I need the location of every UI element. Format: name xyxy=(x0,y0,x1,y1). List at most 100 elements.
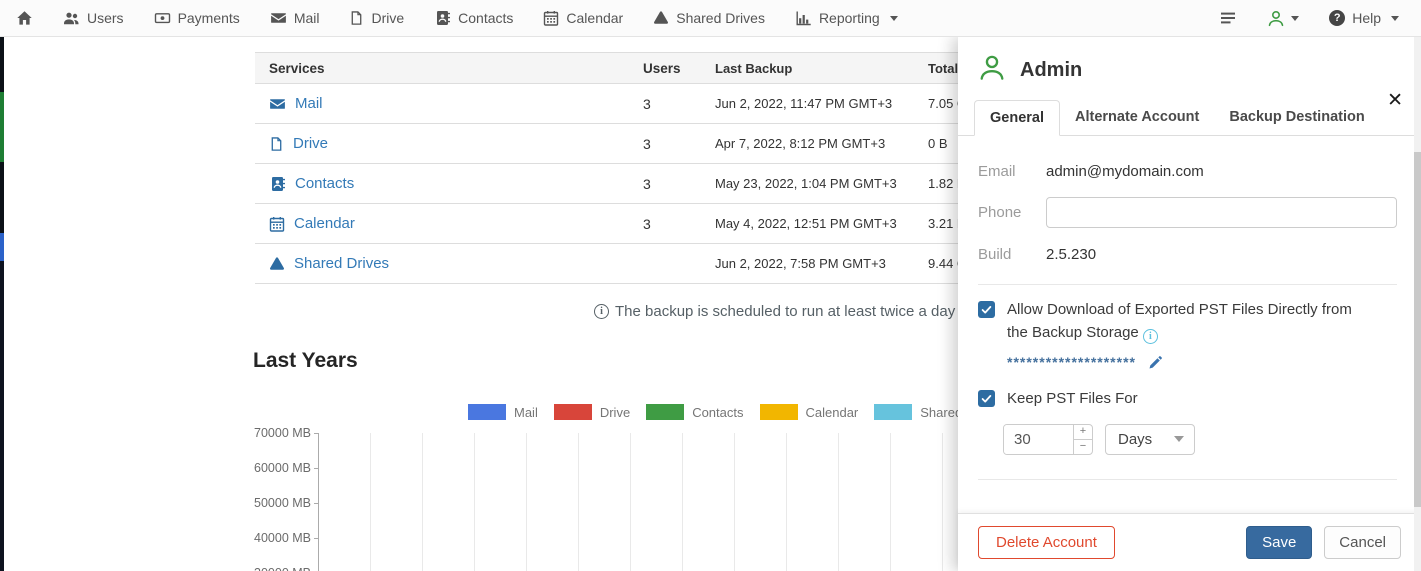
account-person-icon xyxy=(1267,10,1285,27)
info-icon[interactable]: i xyxy=(1142,328,1158,344)
tab-backup-destination[interactable]: Backup Destination xyxy=(1229,109,1365,125)
navbar-right: ? Help xyxy=(1219,10,1399,27)
nav-home[interactable] xyxy=(16,10,33,26)
cell-last-backup: Jun 2, 2022, 11:47 PM GMT+3 xyxy=(715,96,893,111)
drive-icon xyxy=(269,136,284,152)
cancel-button[interactable]: Cancel xyxy=(1324,526,1401,559)
y-axis-tick xyxy=(314,468,318,469)
nav-mail[interactable]: Mail xyxy=(270,10,320,26)
legend-item-calendar: Calendar xyxy=(759,404,858,420)
nav-help-label: Help xyxy=(1352,10,1381,26)
cell-last-backup: May 4, 2022, 12:51 PM GMT+3 xyxy=(715,216,897,231)
build-label: Build xyxy=(978,245,1012,263)
build-row: Build 2.5.230 xyxy=(978,239,1397,269)
service-link-mail[interactable]: Mail xyxy=(295,95,323,112)
increment-button[interactable]: + xyxy=(1074,425,1092,440)
service-link-contacts[interactable]: Contacts xyxy=(295,175,355,192)
nav-users[interactable]: Users xyxy=(63,10,124,26)
keep-pst-label: Keep PST Files For xyxy=(1007,390,1138,407)
email-label: Email xyxy=(978,162,1016,180)
mail-icon xyxy=(270,10,287,26)
admin-account-panel: Admin ✕ General Alternate Account Backup… xyxy=(958,37,1421,571)
close-icon[interactable]: ✕ xyxy=(1387,90,1403,111)
nav-users-label: Users xyxy=(87,10,124,26)
nav-reporting[interactable]: Reporting xyxy=(795,10,898,26)
keep-days-input[interactable] xyxy=(1004,424,1073,454)
info-icon: i xyxy=(594,304,609,319)
nav-shared-drives[interactable]: Shared Drives xyxy=(653,10,765,26)
desktop-edge-sliver xyxy=(0,37,4,571)
divider xyxy=(978,284,1397,285)
y-tick-label: 70000 MB xyxy=(254,426,311,440)
build-value: 2.5.230 xyxy=(1046,245,1097,263)
cell-total: 0 B xyxy=(928,136,948,151)
legend-swatch-calendar xyxy=(759,404,798,420)
mail-icon xyxy=(269,96,286,112)
cell-last-backup: Jun 2, 2022, 7:58 PM GMT+3 xyxy=(715,256,886,271)
chart-legend: Mail Drive Contacts Calendar Shared Driv… xyxy=(468,404,1003,420)
nav-drive[interactable]: Drive xyxy=(349,10,404,26)
cell-users: 3 xyxy=(643,95,651,112)
table-row-drive: Drive 3 Apr 7, 2022, 8:12 PM GMT+3 0 B xyxy=(255,124,1275,164)
shared-drives-icon xyxy=(653,10,669,26)
legend-item-contacts: Contacts xyxy=(646,404,744,420)
allow-download-checkbox[interactable] xyxy=(978,301,995,318)
decrement-button[interactable]: − xyxy=(1079,440,1087,452)
chevron-down-icon xyxy=(1174,436,1184,442)
y-axis-tick xyxy=(314,538,318,539)
panel-scrollbar-thumb[interactable] xyxy=(1414,152,1421,507)
edit-pencil-icon[interactable] xyxy=(1148,355,1163,370)
cell-users: 3 xyxy=(643,175,651,192)
nav-account-menu[interactable] xyxy=(1267,10,1300,27)
nav-reporting-label: Reporting xyxy=(818,10,880,26)
nav-contacts[interactable]: Contacts xyxy=(434,10,513,26)
nav-help[interactable]: ? Help xyxy=(1329,10,1399,26)
nav-calendar[interactable]: Calendar xyxy=(543,10,623,26)
legend-swatch-shared-drives xyxy=(874,404,913,420)
y-tick-label: 30000 MB xyxy=(253,566,311,571)
contacts-icon xyxy=(434,10,451,26)
service-link-drive[interactable]: Drive xyxy=(293,135,329,152)
panel-scrollbar-track[interactable] xyxy=(1414,37,1421,571)
panel-body: Email admin@mydomain.com Phone Build 2.5… xyxy=(958,136,1421,480)
legend-swatch-contacts xyxy=(646,404,685,420)
nav-calendar-label: Calendar xyxy=(566,10,624,26)
shared-drives-icon xyxy=(269,256,285,272)
keep-unit-select[interactable]: Days xyxy=(1105,423,1195,455)
delete-account-button[interactable]: Delete Account xyxy=(978,526,1115,559)
tab-alternate-account[interactable]: Alternate Account xyxy=(1075,109,1200,125)
reporting-icon xyxy=(795,10,812,26)
save-button[interactable]: Save xyxy=(1246,526,1313,559)
y-axis-tick xyxy=(314,433,318,434)
keep-pst-checkbox[interactable] xyxy=(978,390,995,407)
nav-mail-label: Mail xyxy=(293,10,320,26)
payments-icon xyxy=(154,10,171,26)
email-value: admin@mydomain.com xyxy=(1046,162,1204,180)
tab-general[interactable]: General xyxy=(974,100,1060,136)
service-link-calendar[interactable]: Calendar xyxy=(294,215,355,232)
help-icon: ? xyxy=(1329,10,1346,26)
panel-footer: Delete Account Save Cancel xyxy=(958,513,1421,571)
cell-last-backup: May 23, 2022, 1:04 PM GMT+3 xyxy=(715,176,897,191)
y-tick-label: 60000 MB xyxy=(254,461,311,475)
calendar-icon xyxy=(269,216,285,232)
calendar-icon xyxy=(543,10,559,26)
col-header-services: Services xyxy=(269,60,325,76)
account-person-icon xyxy=(978,54,1006,86)
keep-pst-row: Keep PST Files For xyxy=(978,388,1397,411)
nav-list-menu[interactable] xyxy=(1219,10,1237,26)
cell-last-backup: Apr 7, 2022, 8:12 PM GMT+3 xyxy=(715,136,886,151)
contacts-icon xyxy=(269,176,286,192)
y-tick-label: 40000 MB xyxy=(254,531,311,545)
panel-tabs: General Alternate Account Backup Destina… xyxy=(958,94,1421,136)
chevron-down-icon xyxy=(1291,15,1300,21)
service-link-shared-drives[interactable]: Shared Drives xyxy=(294,255,390,272)
chevron-down-icon xyxy=(889,15,898,21)
home-icon xyxy=(16,10,33,26)
nav-payments[interactable]: Payments xyxy=(154,10,240,26)
divider xyxy=(978,478,1397,480)
phone-field[interactable] xyxy=(1046,197,1397,228)
password-row: ******************** xyxy=(1007,354,1397,370)
allow-download-label: Allow Download of Exported PST Files Dir… xyxy=(1007,301,1352,344)
email-row: Email admin@mydomain.com xyxy=(978,156,1397,186)
